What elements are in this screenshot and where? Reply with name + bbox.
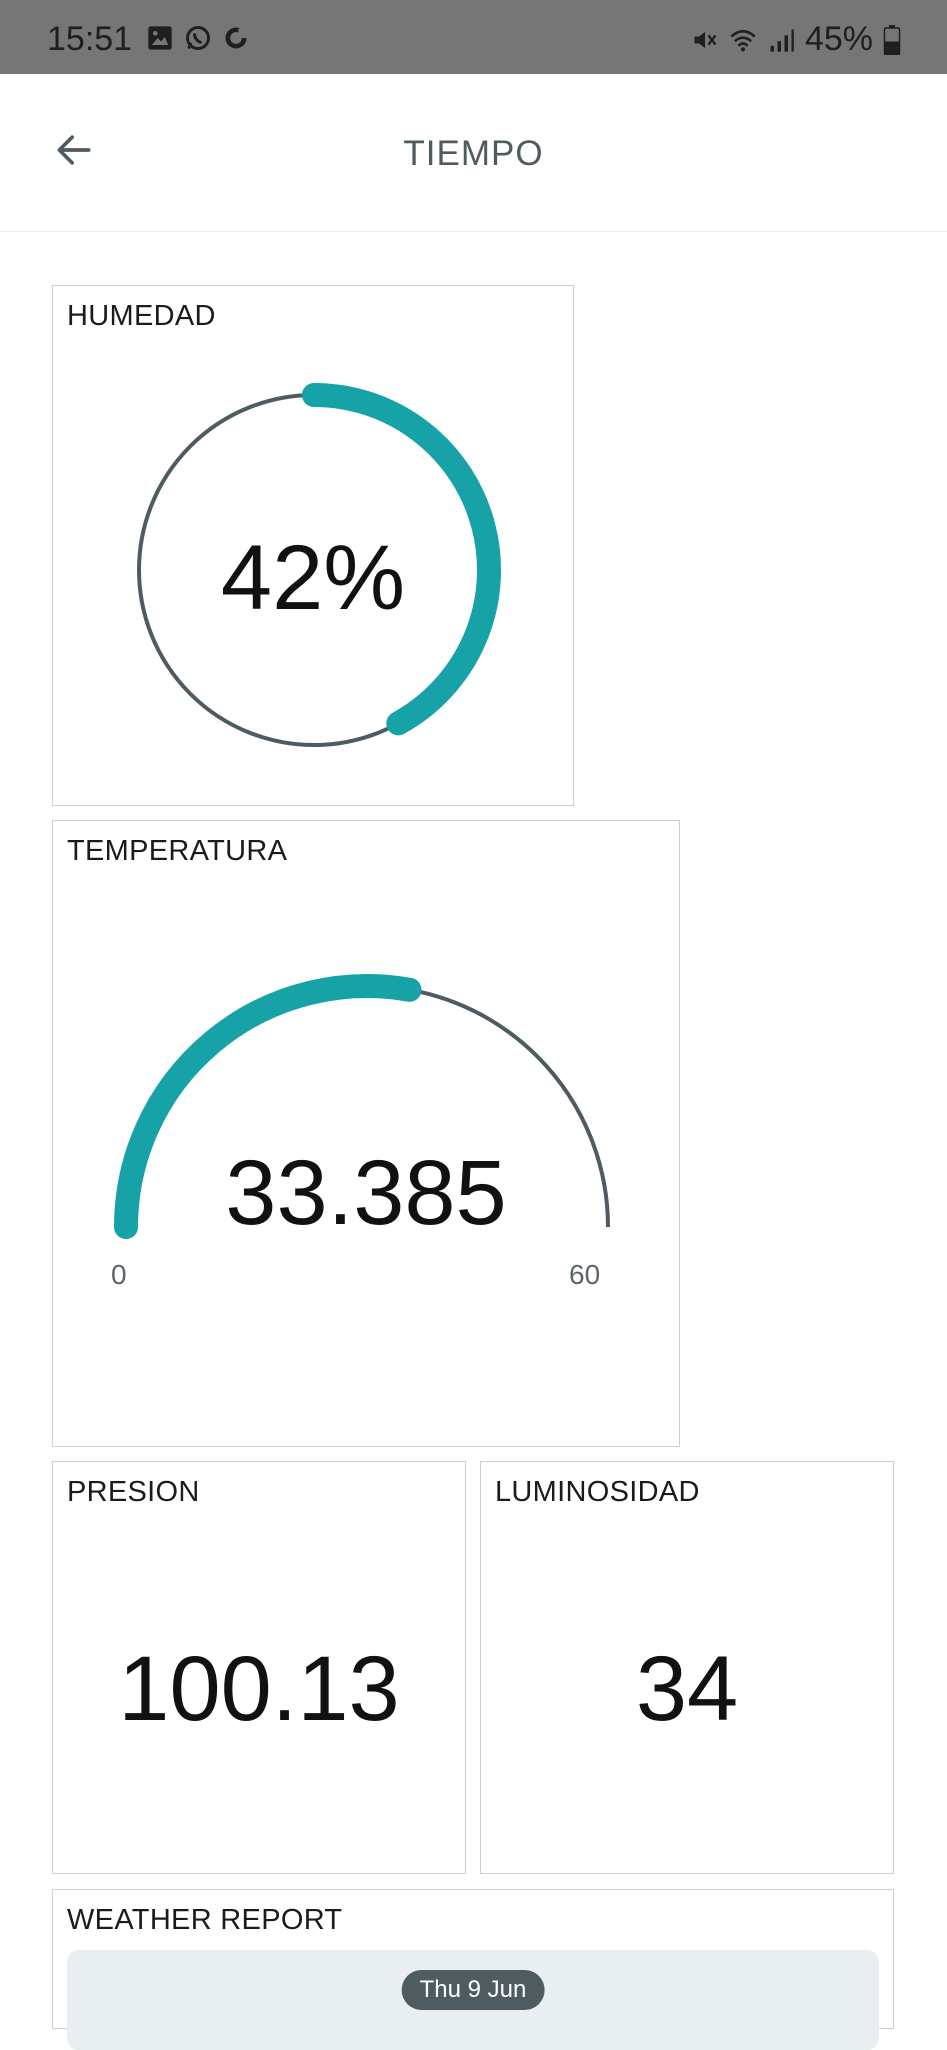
temperature-card[interactable]: TEMPERATURA 33.385 0 60 <box>52 820 680 1447</box>
page-title: TIEMPO <box>403 134 544 173</box>
temperature-max-label: 60 <box>569 1259 601 1290</box>
whatsapp-icon <box>186 26 210 50</box>
image-notification-icon <box>148 26 172 50</box>
humidity-card[interactable]: HUMEDAD 42% <box>52 285 574 806</box>
luminosity-value: 34 <box>635 1638 739 1740</box>
luminosity-title: LUMINOSIDAD <box>495 1476 700 1508</box>
status-bar: 15:51 <box>0 0 947 74</box>
temperature-min-label: 0 <box>111 1259 127 1290</box>
app-bar: TIEMPO <box>0 74 947 232</box>
temperature-title: TEMPERATURA <box>67 835 288 867</box>
status-left-icons <box>146 24 250 52</box>
pressure-value: 100.13 <box>118 1638 400 1740</box>
back-button[interactable] <box>44 120 104 180</box>
pressure-title: PRESION <box>67 1476 200 1508</box>
pressure-card[interactable]: PRESION 100.13 <box>52 1461 466 1874</box>
status-right-icons: 45% <box>691 20 901 59</box>
temperature-value: 33.385 <box>225 1142 507 1244</box>
weather-report-content: Thu 9 Jun <box>67 1950 879 2050</box>
weather-report-card[interactable]: WEATHER REPORT Thu 9 Jun <box>52 1889 894 2050</box>
temperature-gauge-fill <box>114 974 422 1239</box>
battery-percent: 45% <box>804 20 873 58</box>
weather-report-title: WEATHER REPORT <box>67 1904 343 1936</box>
wifi-icon <box>730 29 756 51</box>
humidity-gauge <box>137 383 501 747</box>
humidity-gauge-fill <box>302 383 501 736</box>
status-time: 15:51 <box>47 20 133 58</box>
luminosity-card[interactable]: LUMINOSIDAD 34 <box>480 1461 894 1874</box>
signal-icon <box>770 29 794 52</box>
sync-icon <box>225 27 248 49</box>
humidity-title: HUMEDAD <box>67 300 216 332</box>
arrow-left-icon <box>57 135 91 165</box>
temperature-gauge <box>114 974 610 1239</box>
battery-icon <box>883 24 901 55</box>
date-pill: Thu 9 Jun <box>401 1970 545 2010</box>
mute-icon <box>694 31 717 48</box>
humidity-value: 42% <box>220 527 406 629</box>
